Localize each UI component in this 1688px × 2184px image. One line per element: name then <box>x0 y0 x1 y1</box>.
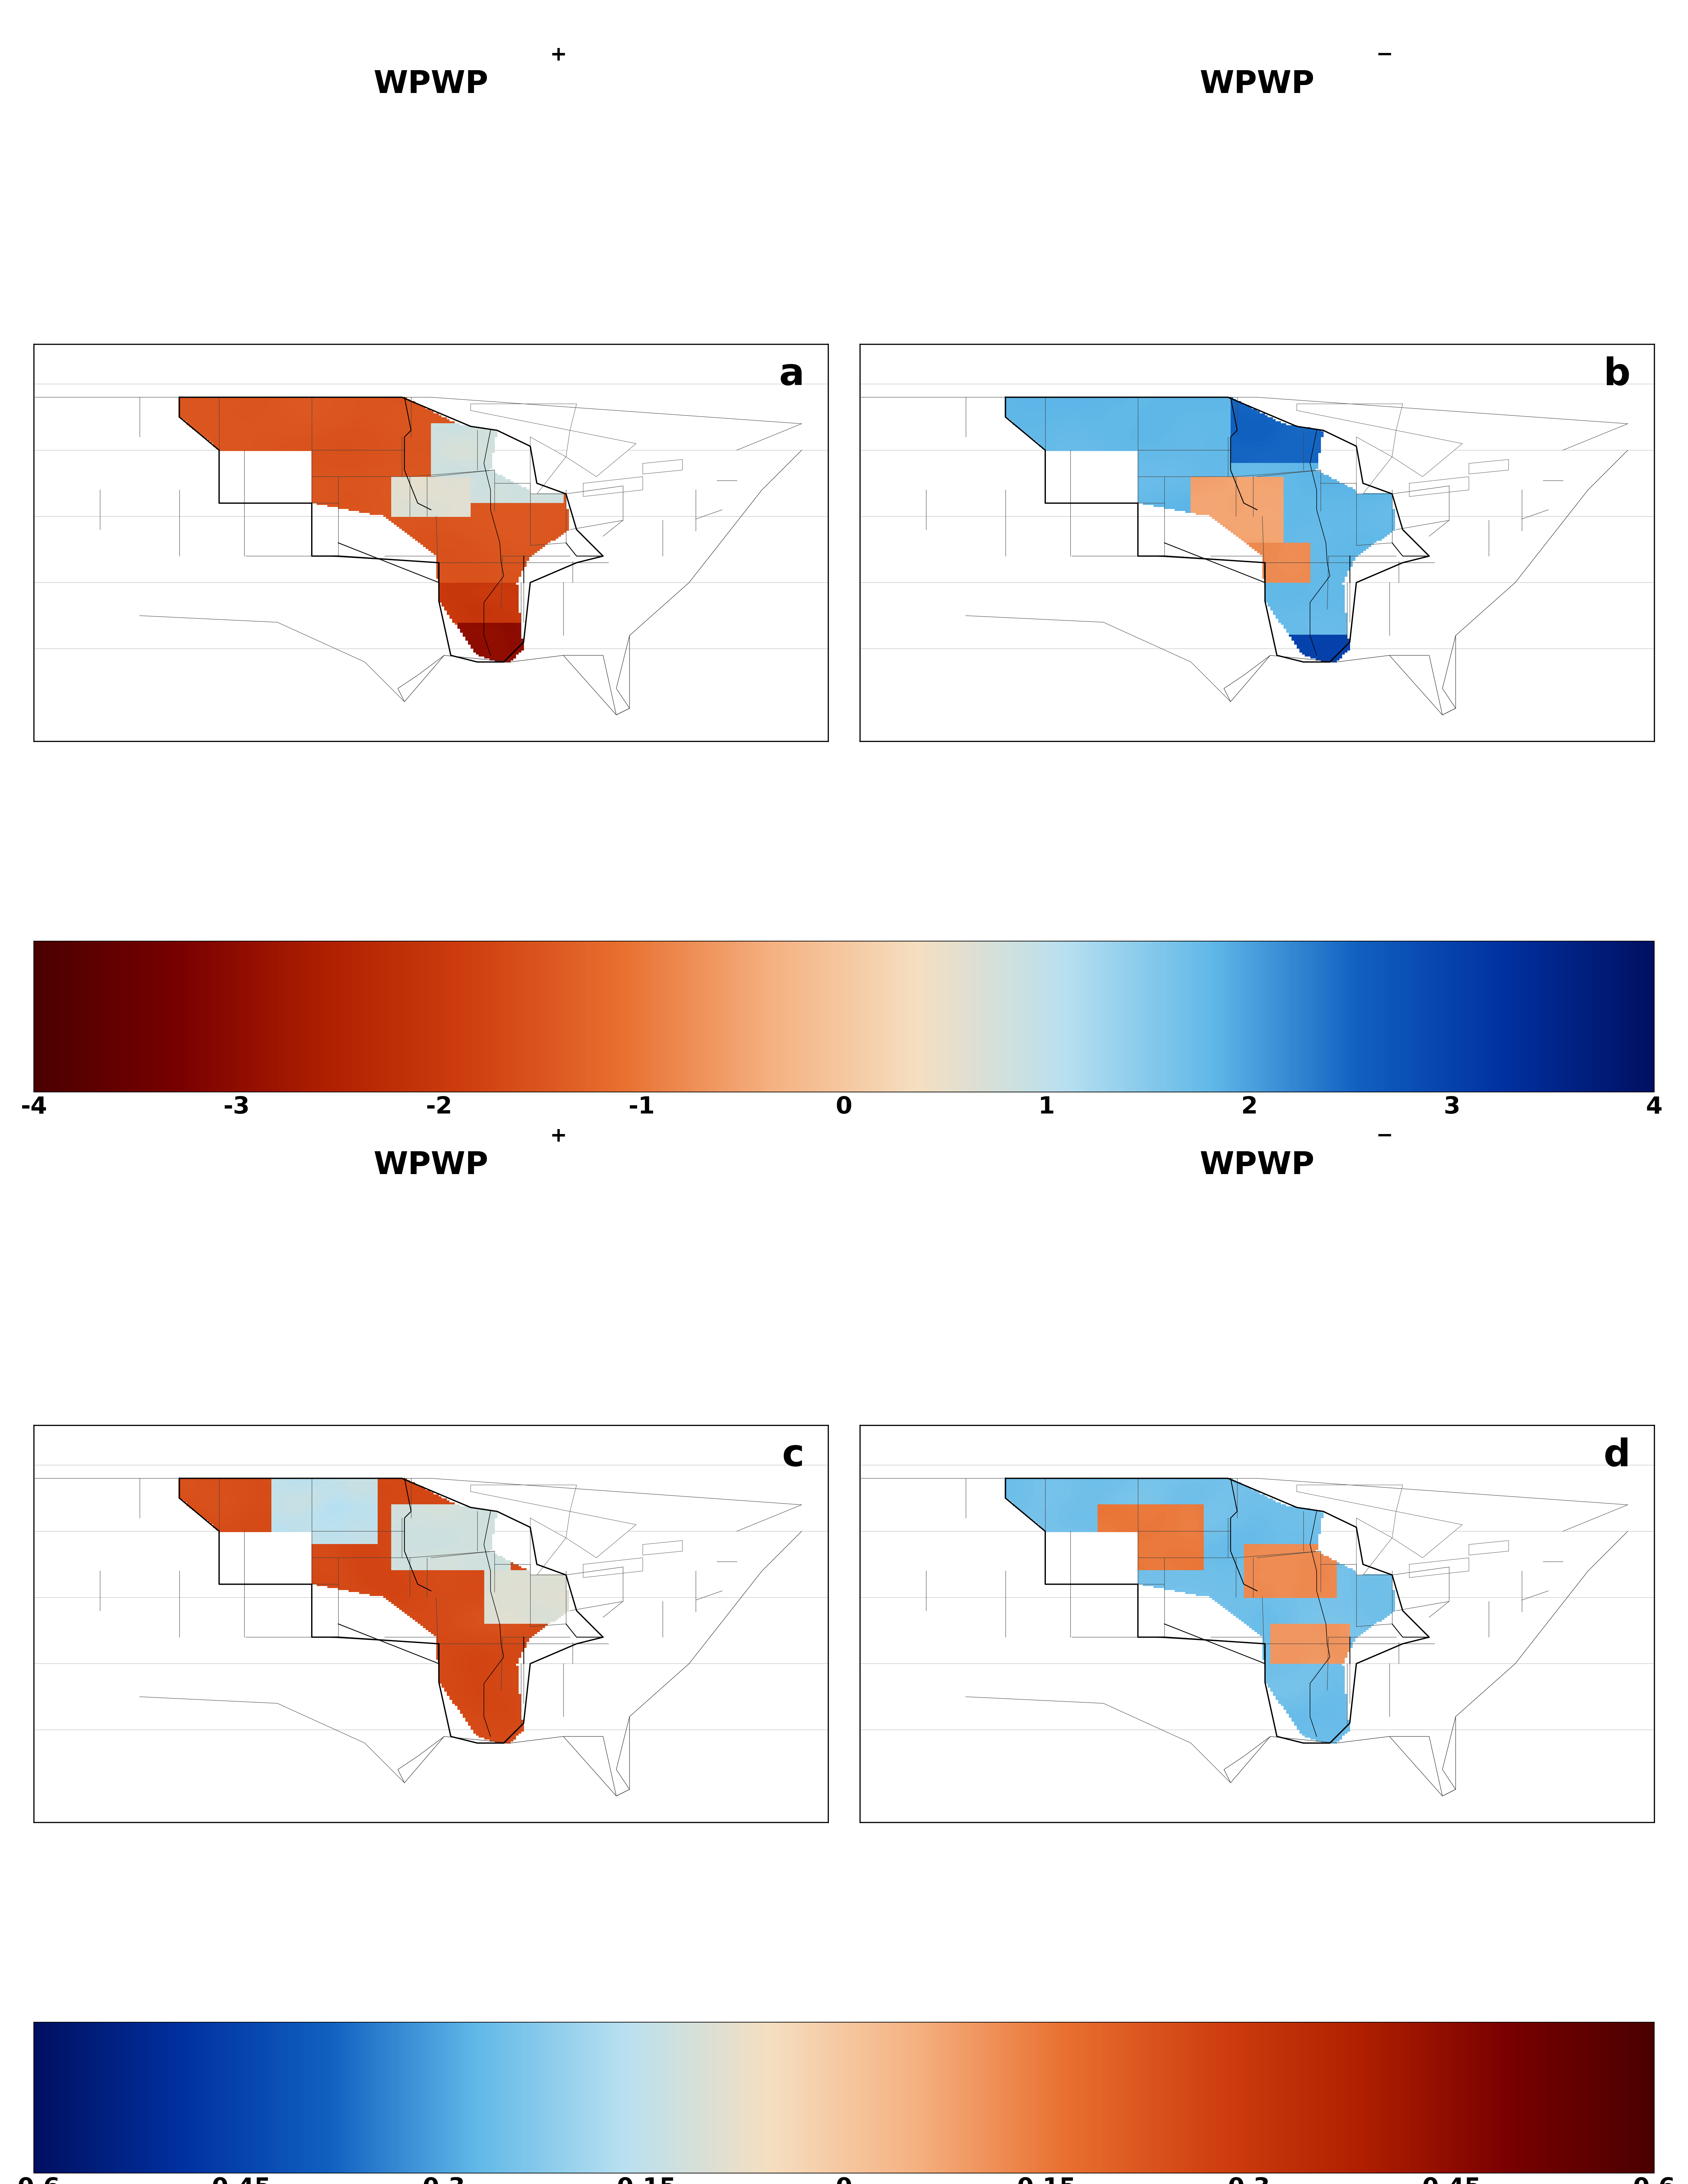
Polygon shape <box>643 459 682 474</box>
Polygon shape <box>1409 1557 1469 1577</box>
Polygon shape <box>643 1540 682 1555</box>
Polygon shape <box>1393 1511 1462 1557</box>
Text: WPWP: WPWP <box>1200 1151 1315 1182</box>
Polygon shape <box>1296 1485 1403 1511</box>
Text: +: + <box>550 46 567 66</box>
Text: WPWP: WPWP <box>1200 70 1315 100</box>
Text: c: c <box>782 1437 803 1474</box>
Text: WPWP: WPWP <box>373 70 488 100</box>
Polygon shape <box>565 1511 636 1557</box>
Polygon shape <box>582 1557 643 1577</box>
Polygon shape <box>530 437 565 494</box>
Polygon shape <box>1469 459 1509 474</box>
Text: a: a <box>778 356 803 393</box>
Polygon shape <box>1357 437 1393 494</box>
Text: b: b <box>1604 356 1631 393</box>
Polygon shape <box>471 404 577 430</box>
Text: −: − <box>1376 46 1393 66</box>
Polygon shape <box>565 430 636 476</box>
Polygon shape <box>530 1518 565 1575</box>
Polygon shape <box>1357 1518 1393 1575</box>
Polygon shape <box>1296 404 1403 430</box>
Polygon shape <box>582 476 643 496</box>
Text: WPWP: WPWP <box>373 1151 488 1182</box>
Polygon shape <box>471 1485 577 1511</box>
Polygon shape <box>1393 430 1462 476</box>
Text: −: − <box>1376 1127 1393 1147</box>
Polygon shape <box>1409 476 1469 496</box>
Text: d: d <box>1604 1437 1631 1474</box>
Polygon shape <box>1469 1540 1509 1555</box>
Text: +: + <box>550 1127 567 1147</box>
